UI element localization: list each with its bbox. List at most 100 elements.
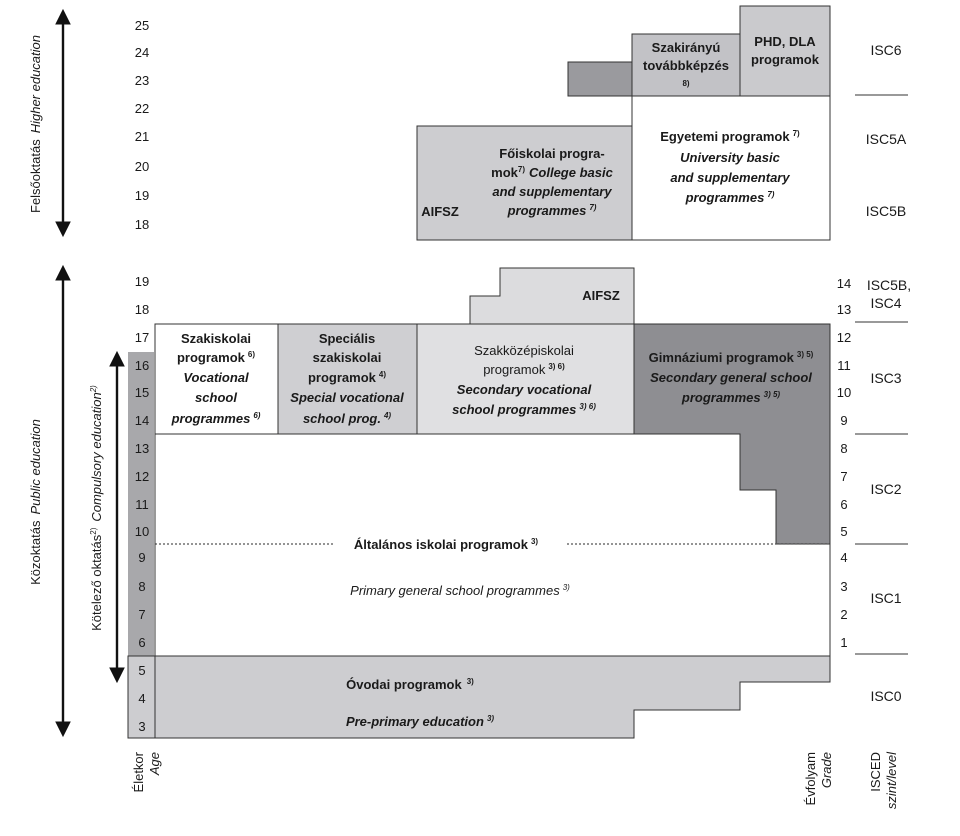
svg-text:Secondary vocational: Secondary vocational xyxy=(457,382,592,397)
svg-text:Szakiskolai: Szakiskolai xyxy=(181,331,251,346)
isced-axis-label-en: szint/level xyxy=(884,751,899,809)
age-tick: 16 xyxy=(135,358,149,373)
ovodai-block xyxy=(127,655,831,739)
isced-axis-label: ISCED xyxy=(868,752,883,792)
szakiranyu-box xyxy=(631,33,741,97)
altalanos-en-label: Primary general school programmes 3) xyxy=(350,583,570,598)
age-tick: 22 xyxy=(135,101,149,116)
svg-text:Szakirányú: Szakirányú xyxy=(652,40,721,55)
svg-text:szakiskolai: szakiskolai xyxy=(313,350,382,365)
grade-tick: 7 xyxy=(840,469,847,484)
svg-text:and supplementary: and supplementary xyxy=(670,170,790,185)
aifsz-higher-label: AIFSZ xyxy=(421,204,459,219)
svg-text:school prog.4): school prog. 4) xyxy=(303,411,391,426)
grade-tick: 10 xyxy=(837,385,851,400)
svg-text:Secondary general school: Secondary general school xyxy=(650,370,812,385)
age-tick: 19 xyxy=(135,188,149,203)
svg-text:Szakközépiskolai: Szakközépiskolai xyxy=(474,343,574,358)
egyetemi-text: Egyetemi programok 7) University basic an… xyxy=(660,129,800,205)
svg-text:továbbképzés: továbbképzés xyxy=(643,58,729,73)
grade-tick: 2 xyxy=(840,607,847,622)
compulsory-band xyxy=(128,352,154,682)
isced-level: ISC1 xyxy=(870,590,901,606)
age-tick: 20 xyxy=(135,159,149,174)
age-tick: 25 xyxy=(135,18,149,33)
grade-tick: 3 xyxy=(840,579,847,594)
age-tick: 6 xyxy=(138,635,145,650)
szakiskolai-block xyxy=(154,323,279,435)
public-education-label: KözoktatásPublic education xyxy=(28,419,43,585)
age-tick: 12 xyxy=(135,469,149,484)
altalanos-hu-label: Általános iskolai programok 3) xyxy=(354,537,539,552)
szakkozep-block xyxy=(416,323,635,435)
specialis-text: Speciális szakiskolai programok 4) Specia… xyxy=(290,331,404,426)
age-tick: 11 xyxy=(135,497,149,512)
svg-text:University basic: University basic xyxy=(680,150,780,165)
compulsory-education-arrow xyxy=(109,350,125,684)
aifsz-higher-block xyxy=(416,125,635,241)
aifsz-public-block xyxy=(417,267,635,325)
szakiskolai-text: Szakiskolai programok 6) Vocational schoo… xyxy=(171,331,261,426)
grade-tick: 13 xyxy=(837,302,851,317)
isced-level: ISC0 xyxy=(870,688,901,704)
gimnazium-text: Gimnáziumi programok 3) 5) Secondary gene… xyxy=(649,350,814,405)
age-tick: 18 xyxy=(135,217,149,232)
grade-tick: 8 xyxy=(840,441,847,456)
age-tick: 21 xyxy=(135,129,149,144)
age-tick: 8 xyxy=(138,579,145,594)
svg-text:PHD, DLA: PHD, DLA xyxy=(754,34,816,49)
isced-level: ISC5A xyxy=(866,131,907,147)
age-tick: 14 xyxy=(135,413,149,428)
isced-level: ISC6 xyxy=(870,42,901,58)
phd-block xyxy=(739,5,831,97)
foiskolai-text: Főiskolai progra- mok7) College basic and… xyxy=(491,146,613,218)
ovodai-hu-label: Óvodai programok 3) xyxy=(346,677,474,692)
svg-text:Vocational: Vocational xyxy=(183,370,249,385)
svg-text:Főiskolai progra-: Főiskolai progra- xyxy=(499,146,604,161)
svg-text:and supplementary: and supplementary xyxy=(492,184,612,199)
age-tick: 13 xyxy=(135,441,149,456)
svg-text:Special vocational: Special vocational xyxy=(290,390,404,405)
age-tick: 9 xyxy=(138,550,145,565)
age-tick: 5 xyxy=(138,663,145,678)
age-tick: 4 xyxy=(138,691,145,706)
age-axis-label: Életkor xyxy=(131,751,146,792)
age-tick: 7 xyxy=(138,607,145,622)
phd-text: PHD, DLA programok xyxy=(751,34,820,67)
compulsory-education-label: Kötelező oktatás2)Compulsory education2) xyxy=(89,385,104,631)
svg-text:programok: programok xyxy=(751,52,820,67)
higher-education-arrow xyxy=(55,8,71,238)
grade-axis-label-en: Grade xyxy=(819,752,834,788)
grade-tick: 5 xyxy=(840,524,847,539)
szakkozep-text: Szakközépiskolai programok 3) 6) Secondar… xyxy=(452,343,596,417)
grade-tick: 1 xyxy=(840,635,847,650)
svg-text:mok7)College basic: mok7) College basic xyxy=(491,165,613,180)
age-tick: 10 xyxy=(135,524,149,539)
svg-text:Speciális: Speciális xyxy=(319,331,375,346)
grade-tick: 9 xyxy=(840,413,847,428)
szakiranyu-text: Szakirányú továbbképzés 8) xyxy=(643,40,729,88)
isced-level: ISC5B xyxy=(866,203,906,219)
isced-level: ISC3 xyxy=(870,370,901,386)
isced-level: ISC4 xyxy=(870,295,901,311)
public-education-arrow xyxy=(55,264,71,738)
age-tick: 17 xyxy=(135,330,149,345)
grade-axis-label: Évfolyam xyxy=(803,752,818,805)
higher-education-label: FelsőoktatásHigher education xyxy=(28,35,43,213)
grade-tick: 14 xyxy=(837,276,851,291)
isced-level: ISC2 xyxy=(870,481,901,497)
grade-tick: 6 xyxy=(840,497,847,512)
svg-text:school: school xyxy=(195,390,237,405)
age-axis-label-en: Age xyxy=(147,752,162,776)
altalanos-label-bg xyxy=(335,534,567,554)
